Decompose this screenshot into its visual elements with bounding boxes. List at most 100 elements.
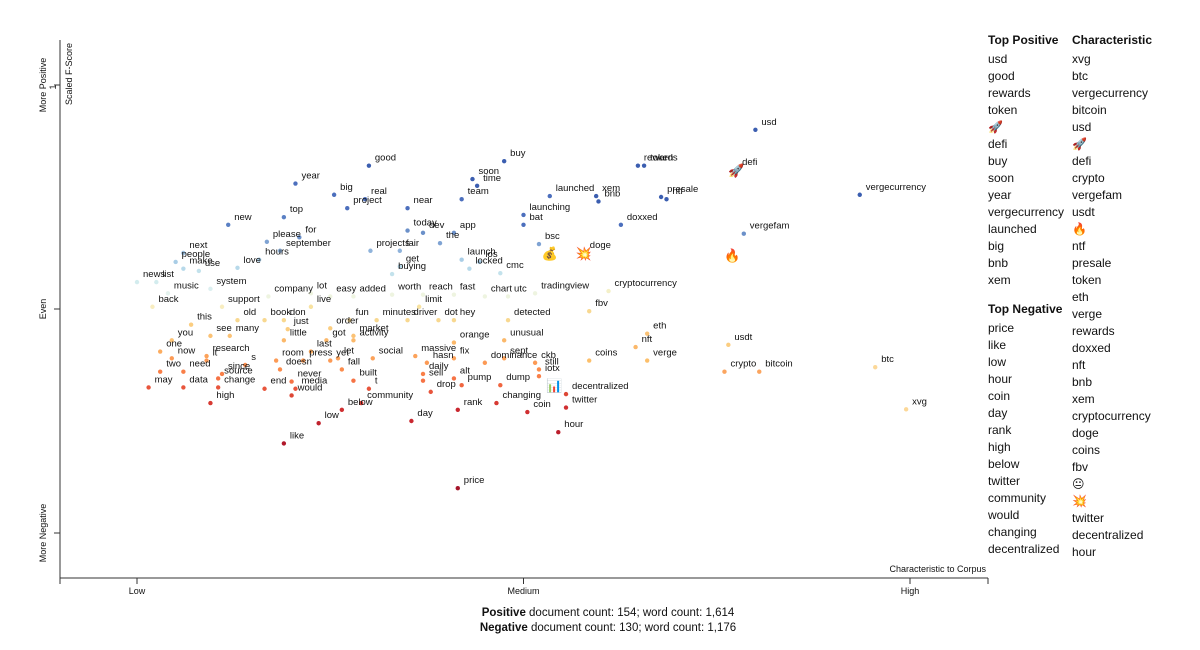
top-positive-item[interactable]: launched [988,222,1037,236]
top-positive-item[interactable]: big [988,239,1005,253]
data-point [498,382,503,388]
top-positive-item[interactable]: usd [988,52,1008,66]
data-label: alt [460,365,470,376]
top-positive-item[interactable]: defi [988,137,1008,151]
data-label: near [414,195,433,206]
characteristic-item[interactable]: cryptocurrency [1072,409,1151,423]
characteristic-item[interactable]: crypto [1072,171,1105,185]
characteristic-item[interactable]: rewards [1072,324,1115,338]
characteristic-item[interactable]: twitter [1072,511,1105,525]
data-label: fbv [595,298,608,309]
y-tick-label: More Negative [38,504,48,563]
characteristic-item[interactable]: defi [1072,154,1092,168]
top-positive-item[interactable]: vergecurrency [988,205,1065,219]
top-negative-item[interactable]: coin [988,389,1011,403]
characteristic-item[interactable]: token [1072,273,1102,287]
characteristic-item[interactable]: 🚀 [1072,137,1087,151]
data-point [455,486,460,491]
data-point [664,197,669,202]
characteristic-item[interactable]: verge [1072,307,1103,321]
characteristic-item[interactable]: eth [1072,290,1089,304]
characteristic-item[interactable]: vergecurrency [1072,86,1149,100]
data-label: see [216,323,231,334]
characteristic-item[interactable]: ntf [1072,239,1086,253]
top-negative-item[interactable]: twitter [988,474,1021,488]
data-label: rewards [644,153,678,164]
characteristic-item[interactable]: 🔥 [1072,222,1087,236]
data-label: september [286,238,331,249]
data-label: t [375,376,378,387]
data-label: many [236,323,259,334]
data-label: worth [397,282,421,293]
characteristic-item[interactable]: decentralized [1072,528,1144,542]
data-label: love [243,255,260,266]
data-label: orange [460,330,490,341]
data-point [293,386,298,391]
top-negative-item[interactable]: day [988,406,1008,420]
data-label: doge [590,240,611,251]
top-negative-item[interactable]: low [988,355,1007,369]
top-negative-item[interactable]: decentralized [988,542,1060,556]
data-point [397,264,403,269]
characteristic-item[interactable]: coins [1072,443,1101,457]
top-positive-item[interactable]: soon [988,171,1015,185]
data-point [146,385,151,390]
data-point [482,360,488,365]
characteristic-item[interactable]: usdt [1072,205,1095,219]
x-tick-label: Low [129,586,146,596]
data-label: rank [464,397,483,408]
top-positive-item[interactable]: bnb [988,256,1009,270]
top-positive-item[interactable]: token [988,103,1018,117]
characteristic-item[interactable]: doxxed [1072,341,1111,355]
characteristic-item[interactable]: presale [1072,256,1112,270]
data-label: market [359,323,388,334]
characteristic-item[interactable]: 💥 [1072,494,1087,508]
top-negative-item[interactable]: high [988,440,1011,454]
data-label: massive [421,343,456,354]
characteristic-item[interactable]: 😐 [1072,477,1085,491]
data-label: now [178,345,196,356]
characteristic-item[interactable]: hour [1072,545,1097,559]
top-positive-item[interactable]: xem [988,273,1011,287]
characteristic-item[interactable]: vergefam [1072,188,1123,202]
top-positive-item[interactable]: good [988,69,1015,83]
characteristic-item[interactable]: nft [1072,358,1086,372]
data-label: make [189,256,212,267]
top-negative-item[interactable]: rank [988,423,1012,437]
data-label: soon [478,166,499,177]
characteristic-item[interactable]: bnb [1072,375,1093,389]
data-point [521,212,526,218]
characteristic-item[interactable]: btc [1072,69,1089,83]
data-point [331,192,337,197]
characteristic-item[interactable]: fbv [1072,460,1089,474]
top-negative-item[interactable]: below [988,457,1020,471]
data-point [181,266,186,271]
data-label: year [301,171,319,182]
data-label: big [340,182,353,193]
top-negative-item[interactable]: like [988,338,1007,352]
top-positive-item[interactable]: buy [988,154,1008,168]
data-label: high [216,390,234,401]
characteristic-item[interactable]: doge [1072,426,1099,440]
data-label: iotx [545,363,560,374]
top-negative-item[interactable]: price [988,321,1015,335]
top-positive-item[interactable]: 🚀 [988,120,1003,134]
data-point [262,318,267,323]
data-label: sell [429,368,443,379]
characteristic-item[interactable]: bitcoin [1072,103,1107,117]
data-label: usdt [734,332,752,343]
top-positive-item[interactable]: rewards [988,86,1031,100]
characteristic-item[interactable]: xvg [1072,52,1091,66]
top-negative-item[interactable]: changing [988,525,1037,539]
characteristic-item[interactable]: xem [1072,392,1095,406]
data-label: music [174,280,199,291]
data-point [525,409,530,415]
data-point [235,265,240,270]
top-negative-item[interactable]: hour [988,372,1013,386]
data-point [219,304,225,309]
top-positive-item[interactable]: year [988,188,1012,202]
top-negative-item[interactable]: would [988,508,1020,522]
top-negative-item[interactable]: community [988,491,1047,505]
characteristic-item[interactable]: usd [1072,120,1092,134]
